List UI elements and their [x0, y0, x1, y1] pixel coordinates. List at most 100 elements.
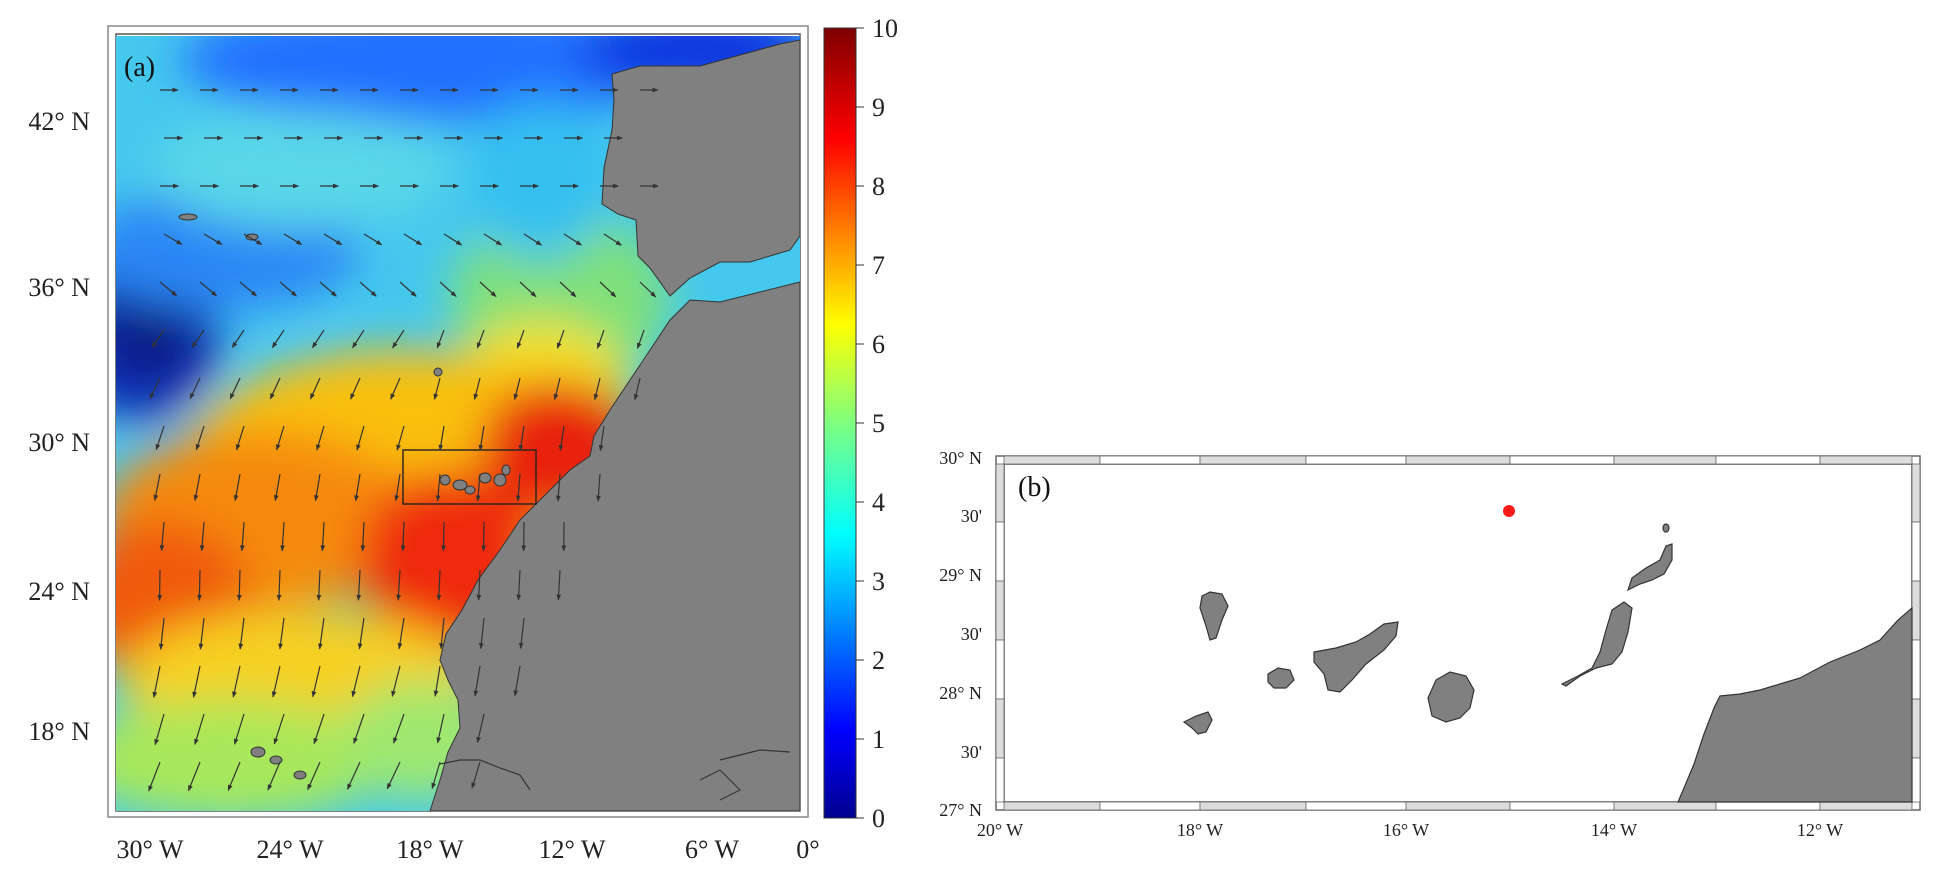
wind-arrow	[393, 713, 405, 744]
wind-arrow	[596, 473, 601, 502]
wind-arrow	[311, 665, 321, 698]
wind-arrow	[159, 281, 178, 297]
wind-arrow	[309, 377, 321, 400]
island-fuerteventura	[1560, 601, 1633, 687]
wind-arrow	[271, 665, 281, 698]
wind-arrow	[558, 425, 565, 452]
wind-speed-field	[116, 36, 800, 811]
wind-arrow	[518, 617, 525, 650]
wind-arrow	[438, 425, 445, 451]
wind-arrow	[397, 617, 405, 650]
wind-arrow	[192, 665, 201, 698]
lat-tick-18n: 18° N	[28, 717, 90, 746]
wind-arrow	[199, 521, 205, 552]
wind-arrow	[323, 233, 343, 246]
wind-arrow	[313, 713, 325, 745]
frame-tick-segment	[1911, 757, 1921, 803]
colorbar-tick-label: 7	[872, 251, 885, 280]
island-el-hierro	[1182, 711, 1213, 735]
wind-arrow	[396, 425, 405, 451]
wind-arrow	[155, 425, 165, 451]
wind-arrow	[363, 233, 383, 246]
wind-arrow	[400, 521, 406, 552]
frame-tick-segment	[1819, 801, 1913, 811]
wind-arrow	[359, 281, 377, 297]
frame-tick-segment	[995, 580, 1005, 641]
wind-arrow	[518, 425, 525, 452]
wind-arrow	[233, 713, 245, 745]
b-lat-tick-28n: 28° N	[939, 683, 982, 703]
colorbar-tick-label: 0	[872, 804, 885, 833]
wind-arrow	[243, 233, 263, 246]
wind-arrow	[431, 761, 441, 790]
wind-arrow	[475, 473, 481, 502]
wind-arrow	[391, 665, 401, 697]
colorbar-tick-label: 1	[872, 725, 885, 754]
frame-tick-segment	[995, 521, 1005, 582]
frame-tick-segment	[1613, 455, 1717, 465]
wind-arrow	[352, 329, 365, 349]
wind-arrow	[396, 569, 401, 601]
wind-arrow	[318, 617, 325, 650]
wind-arrow	[441, 521, 446, 552]
frame-tick-segment	[1003, 455, 1101, 465]
frame-tick-segment	[1405, 455, 1511, 465]
wind-arrow	[476, 569, 482, 601]
colorbar-tick-label: 3	[872, 567, 885, 596]
frame-tick-segment	[995, 698, 1005, 759]
frame-tick-segment	[1911, 463, 1921, 523]
b-lon-tick-14w: 14° W	[1591, 820, 1637, 840]
wind-arrow	[267, 761, 281, 791]
wind-arrow	[273, 713, 285, 745]
wind-arrow	[273, 473, 281, 502]
frame-tick-segment	[1509, 801, 1615, 811]
wind-arrow	[232, 665, 241, 698]
wind-arrow	[439, 617, 445, 650]
colorbar-tick-label: 6	[872, 330, 885, 359]
africa-coast-land	[1677, 606, 1913, 803]
iberia-land	[601, 39, 800, 297]
wind-arrow	[636, 329, 645, 350]
colorbar-tick-label: 2	[872, 646, 885, 675]
frame-tick-segment	[1405, 801, 1511, 811]
wind-arrow	[149, 377, 161, 400]
wind-arrow	[513, 665, 521, 697]
colorbar-tick-label: 5	[872, 409, 885, 438]
wind-arrow	[556, 329, 565, 349]
wind-arrow	[227, 761, 241, 791]
wind-arrow	[596, 329, 605, 349]
wind-arrow	[189, 377, 201, 400]
wind-arrow	[153, 473, 161, 502]
wind-arrow	[639, 281, 657, 298]
wind-arrow	[399, 281, 417, 297]
africa-land	[429, 281, 800, 811]
wind-arrow	[553, 377, 561, 401]
wind-arrow	[433, 665, 441, 697]
lat-tick-36n: 36° N	[28, 273, 90, 302]
wind-arrow	[390, 377, 401, 400]
panel-b-label: (b)	[1018, 472, 1051, 503]
wind-arrow	[163, 233, 183, 245]
wind-arrow	[360, 521, 366, 552]
wind-arrow	[350, 377, 361, 400]
islands	[178, 213, 511, 780]
wind-arrow	[199, 281, 218, 297]
panel-a-label: (a)	[124, 52, 155, 83]
wind-arrow	[443, 233, 463, 246]
colorbar-tick-label: 4	[872, 488, 885, 517]
frame-tick-segment	[1911, 580, 1921, 641]
wind-arrow	[316, 425, 325, 451]
frame-tick-segment	[1509, 455, 1615, 465]
wind-arrow	[194, 713, 205, 746]
b-lon-tick-16w: 16° W	[1383, 820, 1429, 840]
wind-arrow	[519, 281, 537, 298]
wind-arrow	[633, 377, 641, 401]
wind-arrow	[280, 521, 285, 552]
wind-arrow	[555, 473, 561, 502]
island-gran-canaria	[1427, 671, 1475, 723]
wind-arrow	[195, 425, 205, 451]
wind-arrow	[598, 425, 605, 452]
wind-arrow	[235, 425, 245, 451]
